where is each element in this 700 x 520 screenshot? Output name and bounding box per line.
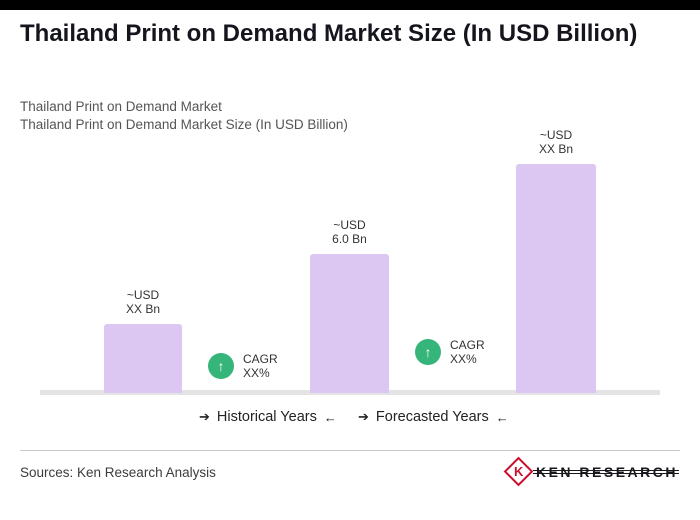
ken-research-k-icon: K [503, 456, 534, 487]
bar-forecast [516, 164, 596, 393]
cagr-badge-forecast: ↑ CAGR XX% [415, 338, 485, 366]
logo-line-decoration [532, 473, 679, 475]
left-arrow-icon: ← [323, 409, 337, 425]
bar-historical [104, 324, 182, 393]
bar-value-label: ~USD XX Bn [78, 288, 208, 316]
left-arrow-icon: ← [495, 409, 509, 425]
cagr-line2: XX% [450, 352, 477, 366]
logo-wordmark-text: KEN RESEARCH [535, 463, 678, 480]
cagr-label: CAGR XX% [243, 352, 278, 380]
bar-group-current: ~USD 6.0 Bn [310, 218, 389, 393]
bar-chart: ~USD XX Bn ~USD 6.0 Bn ~USD XX Bn ↑ CAGR… [0, 115, 700, 395]
cagr-line1: CAGR [243, 352, 278, 366]
top-accent-bar [0, 0, 700, 10]
growth-up-arrow-icon: ↑ [208, 353, 234, 379]
bar-value-line2: 6.0 Bn [332, 232, 367, 246]
sources-text: Sources: Ken Research Analysis [20, 465, 216, 480]
bar-value-line1: ~USD [126, 288, 160, 302]
cagr-line1: CAGR [450, 338, 485, 352]
logo-k-letter: K [513, 463, 524, 479]
bar-value-line2: XX Bn [538, 142, 574, 156]
axis-group-label: Forecasted Years [375, 409, 489, 425]
axis-group-label: Historical Years [216, 409, 317, 425]
axis-group-historical-years: ➔ Historical Years ← [199, 409, 337, 425]
logo-line-decoration [532, 469, 679, 471]
bar-group-historical: ~USD XX Bn [104, 288, 182, 393]
logo-wordmark: KEN RESEARCH [532, 463, 679, 480]
chart-subtitle-2: Thailand Print on Demand Market Size (In… [20, 117, 348, 132]
right-arrow-icon: ➔ [358, 409, 369, 424]
cagr-label: CAGR XX% [450, 338, 485, 366]
footer-divider [20, 450, 680, 451]
bar-current [310, 254, 389, 393]
bar-value-line1: ~USD [333, 218, 366, 232]
bar-value-line1: ~USD [539, 128, 573, 142]
cagr-badge-historical: ↑ CAGR XX% [208, 352, 278, 380]
bar-value-label: ~USD 6.0 Bn [285, 218, 415, 246]
page-title: Thailand Print on Demand Market Size (In… [20, 20, 638, 47]
axis-group-forecasted-years: ➔ Forecasted Years ← [358, 409, 509, 425]
bar-group-forecast: ~USD XX Bn [516, 128, 596, 393]
bar-value-line2: XX Bn [125, 302, 161, 316]
bar-value-label: ~USD XX Bn [491, 128, 621, 156]
chart-subtitle-1: Thailand Print on Demand Market [20, 99, 222, 114]
growth-up-arrow-icon: ↑ [415, 339, 441, 365]
ken-research-logo: K KEN RESEARCH [503, 456, 679, 487]
right-arrow-icon: ➔ [199, 409, 210, 424]
cagr-line2: XX% [243, 366, 270, 380]
